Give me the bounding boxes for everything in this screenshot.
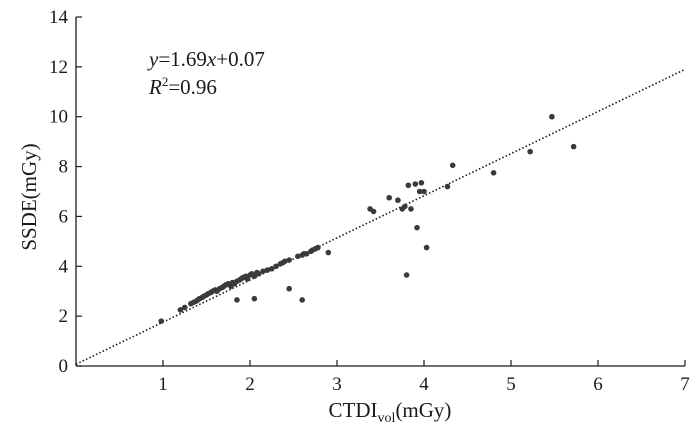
x-tick-label: 1: [158, 374, 168, 395]
x-tick-label: 5: [506, 374, 516, 395]
data-point: [286, 285, 292, 292]
y-tick-label: 12: [49, 57, 68, 78]
equation-x: x: [206, 47, 217, 71]
x-tick-label: 7: [680, 374, 690, 395]
data-point: [449, 162, 456, 169]
data-point: [268, 265, 275, 272]
data-point: [412, 181, 419, 187]
data-point: [423, 244, 430, 251]
y-tick-label: 2: [59, 306, 69, 327]
data-point: [181, 304, 188, 311]
data-point: [264, 267, 271, 273]
data-points: [158, 113, 577, 324]
data-point: [403, 272, 410, 278]
data-point: [405, 182, 412, 189]
x-axis-title-unit: (mGy): [395, 398, 451, 422]
y-tick-label: 0: [59, 356, 69, 377]
data-point: [402, 203, 408, 210]
data-point: [414, 224, 420, 231]
equation-y: y: [147, 47, 159, 71]
data-point: [315, 244, 321, 251]
y-tick-label: 8: [59, 157, 69, 178]
y-tick-label: 10: [49, 107, 68, 128]
r-squared: R2=0.96: [148, 74, 217, 99]
equation-intercept: +0.07: [216, 47, 265, 71]
data-point: [303, 251, 310, 257]
data-point: [234, 297, 240, 303]
y-axis-ticks: 0 2 4 6 8 10 12 14: [49, 7, 82, 377]
x-tick-label: 2: [245, 374, 255, 395]
data-point: [444, 183, 451, 190]
data-point: [395, 197, 401, 204]
data-point: [295, 253, 301, 260]
x-tick-label: 6: [593, 374, 603, 395]
data-point: [251, 295, 258, 302]
r2-value: =0.96: [168, 75, 217, 99]
data-point: [421, 188, 427, 195]
data-point: [418, 179, 425, 186]
x-axis-ticks: 1 2 3 4 5 6 7: [158, 360, 690, 395]
r2-r: R: [148, 75, 162, 99]
y-axis-title: SSDE(mGy): [17, 143, 41, 250]
data-point: [286, 257, 292, 263]
equation-coef: =1.69: [158, 47, 207, 71]
data-point: [527, 148, 533, 155]
data-point: [549, 113, 555, 120]
fit-equation: y=1.69x+0.07: [147, 47, 265, 71]
data-point: [386, 194, 393, 201]
data-point: [177, 307, 184, 313]
x-axis-title-main: CTDI: [329, 398, 378, 422]
x-axis-title-subscript: vol: [378, 411, 396, 426]
data-point: [299, 297, 306, 303]
data-point: [273, 263, 279, 270]
r2-superscript: 2: [162, 74, 169, 89]
data-point: [416, 188, 423, 195]
y-tick-label: 4: [59, 256, 69, 277]
data-point: [570, 143, 577, 150]
data-point: [408, 206, 414, 212]
y-tick-label: 14: [49, 7, 69, 28]
data-point: [370, 208, 377, 215]
data-point: [255, 270, 262, 277]
data-point: [260, 268, 266, 275]
data-point: [325, 249, 332, 256]
data-point: [282, 258, 288, 265]
x-tick-label: 3: [332, 374, 342, 395]
data-point: [490, 170, 497, 176]
x-tick-label: 4: [419, 374, 429, 395]
data-point: [158, 318, 165, 324]
y-tick-label: 6: [59, 206, 69, 227]
x-axis-title: CTDIvol(mGy): [329, 398, 452, 426]
regression-line: [75, 68, 686, 365]
